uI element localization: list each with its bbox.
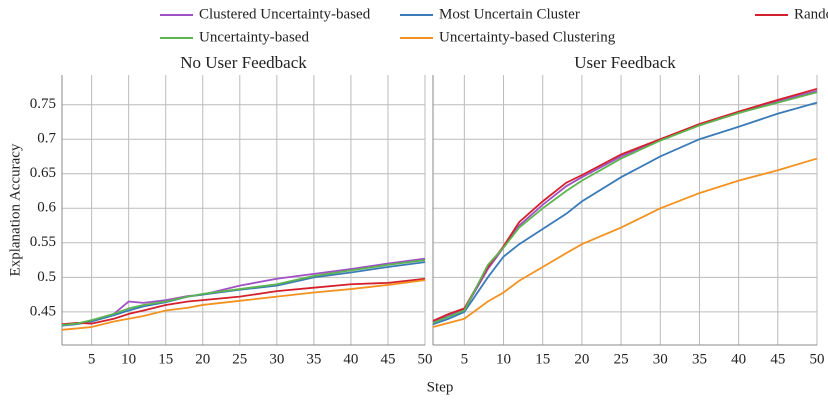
y-tick-label: 0.7 xyxy=(37,131,56,147)
x-tick-label: 20 xyxy=(195,351,210,367)
x-tick-label: 5 xyxy=(88,351,96,367)
x-tick-label: 35 xyxy=(692,351,707,367)
y-tick-label: 0.65 xyxy=(30,165,56,181)
panel-title: No User Feedback xyxy=(180,53,307,72)
series-line xyxy=(432,87,818,322)
x-tick-label: 25 xyxy=(232,351,247,367)
x-tick-label: 40 xyxy=(343,351,358,367)
series-line xyxy=(432,157,818,328)
x-tick-label: 40 xyxy=(731,351,746,367)
x-tick-label: 50 xyxy=(418,351,433,367)
x-tick-label: 50 xyxy=(810,351,825,367)
x-tick-label: 20 xyxy=(574,351,589,367)
x-tick-label: 35 xyxy=(306,351,321,367)
y-tick-label: 0.5 xyxy=(37,269,56,285)
panel-title: User Feedback xyxy=(574,53,676,72)
x-axis-label: Step xyxy=(427,379,454,395)
y-axis-label: Explanation Accuracy xyxy=(7,143,23,276)
legend-label: Most Uncertain Cluster xyxy=(439,6,580,22)
series-line xyxy=(432,101,818,326)
x-tick-label: 15 xyxy=(535,351,550,367)
x-tick-label: 5 xyxy=(461,351,469,367)
x-tick-label: 10 xyxy=(496,351,511,367)
legend-label: Random xyxy=(794,6,828,22)
y-tick-label: 0.6 xyxy=(37,200,56,216)
legend-label: Uncertainty-based Clustering xyxy=(439,29,616,45)
y-tick-label: 0.75 xyxy=(30,96,56,112)
legend-label: Uncertainty-based xyxy=(199,29,309,45)
y-tick-label: 0.45 xyxy=(30,303,56,319)
x-tick-label: 45 xyxy=(380,351,395,367)
x-tick-label: 45 xyxy=(770,351,785,367)
x-tick-label: 10 xyxy=(121,351,136,367)
series-line xyxy=(61,259,426,326)
series-line xyxy=(61,279,426,331)
series-line xyxy=(432,90,818,323)
series-line xyxy=(432,91,818,324)
legend-label: Clustered Uncertainty-based xyxy=(199,6,371,22)
x-tick-label: 30 xyxy=(269,351,284,367)
x-tick-label: 15 xyxy=(158,351,173,367)
x-tick-label: 30 xyxy=(653,351,668,367)
y-tick-label: 0.55 xyxy=(30,234,56,250)
series-line xyxy=(61,261,426,327)
x-tick-label: 25 xyxy=(614,351,629,367)
series-line xyxy=(61,277,426,326)
